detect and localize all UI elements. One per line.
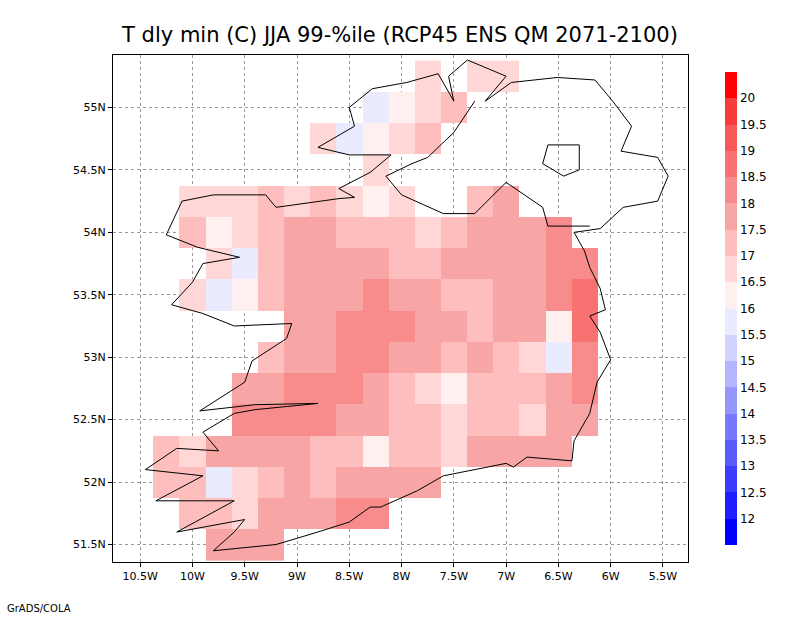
svg-text:15.5: 15.5 <box>740 328 767 342</box>
svg-text:18.5: 18.5 <box>740 170 767 184</box>
svg-text:10.5W: 10.5W <box>122 570 157 583</box>
svg-text:8W: 8W <box>393 570 411 583</box>
svg-text:54.5N: 54.5N <box>73 164 106 177</box>
svg-text:9.5W: 9.5W <box>231 570 259 583</box>
svg-text:17: 17 <box>740 249 755 263</box>
svg-text:20: 20 <box>740 91 755 105</box>
svg-text:14: 14 <box>740 407 755 421</box>
svg-text:7.5W: 7.5W <box>440 570 468 583</box>
svg-text:16.5: 16.5 <box>740 275 767 289</box>
svg-text:16: 16 <box>740 302 755 316</box>
svg-text:14.5: 14.5 <box>740 381 767 395</box>
svg-text:52.5N: 52.5N <box>73 413 106 426</box>
svg-text:5.5W: 5.5W <box>649 570 677 583</box>
svg-text:51.5N: 51.5N <box>73 538 106 551</box>
svg-text:18: 18 <box>740 197 755 211</box>
svg-text:52N: 52N <box>84 476 106 489</box>
svg-text:13.5: 13.5 <box>740 433 767 447</box>
svg-text:GrADS/COLA: GrADS/COLA <box>7 603 71 614</box>
svg-text:53.5N: 53.5N <box>73 289 106 302</box>
svg-text:T dly min (C) JJA 99-%ile (RCP: T dly min (C) JJA 99-%ile (RCP45 ENS QM … <box>121 23 678 47</box>
svg-text:54N: 54N <box>84 226 106 239</box>
svg-text:12: 12 <box>740 512 755 526</box>
svg-text:9W: 9W <box>288 570 306 583</box>
svg-text:6.5W: 6.5W <box>544 570 572 583</box>
svg-text:19.5: 19.5 <box>740 118 767 132</box>
svg-text:8.5W: 8.5W <box>335 570 363 583</box>
svg-text:15: 15 <box>740 354 755 368</box>
svg-text:17.5: 17.5 <box>740 223 767 237</box>
svg-text:6W: 6W <box>602 570 620 583</box>
svg-text:19: 19 <box>740 144 755 158</box>
svg-text:7W: 7W <box>497 570 515 583</box>
svg-text:13: 13 <box>740 459 755 473</box>
svg-text:12.5: 12.5 <box>740 486 767 500</box>
svg-text:10W: 10W <box>180 570 205 583</box>
svg-text:53N: 53N <box>84 351 106 364</box>
svg-text:55N: 55N <box>84 101 106 114</box>
